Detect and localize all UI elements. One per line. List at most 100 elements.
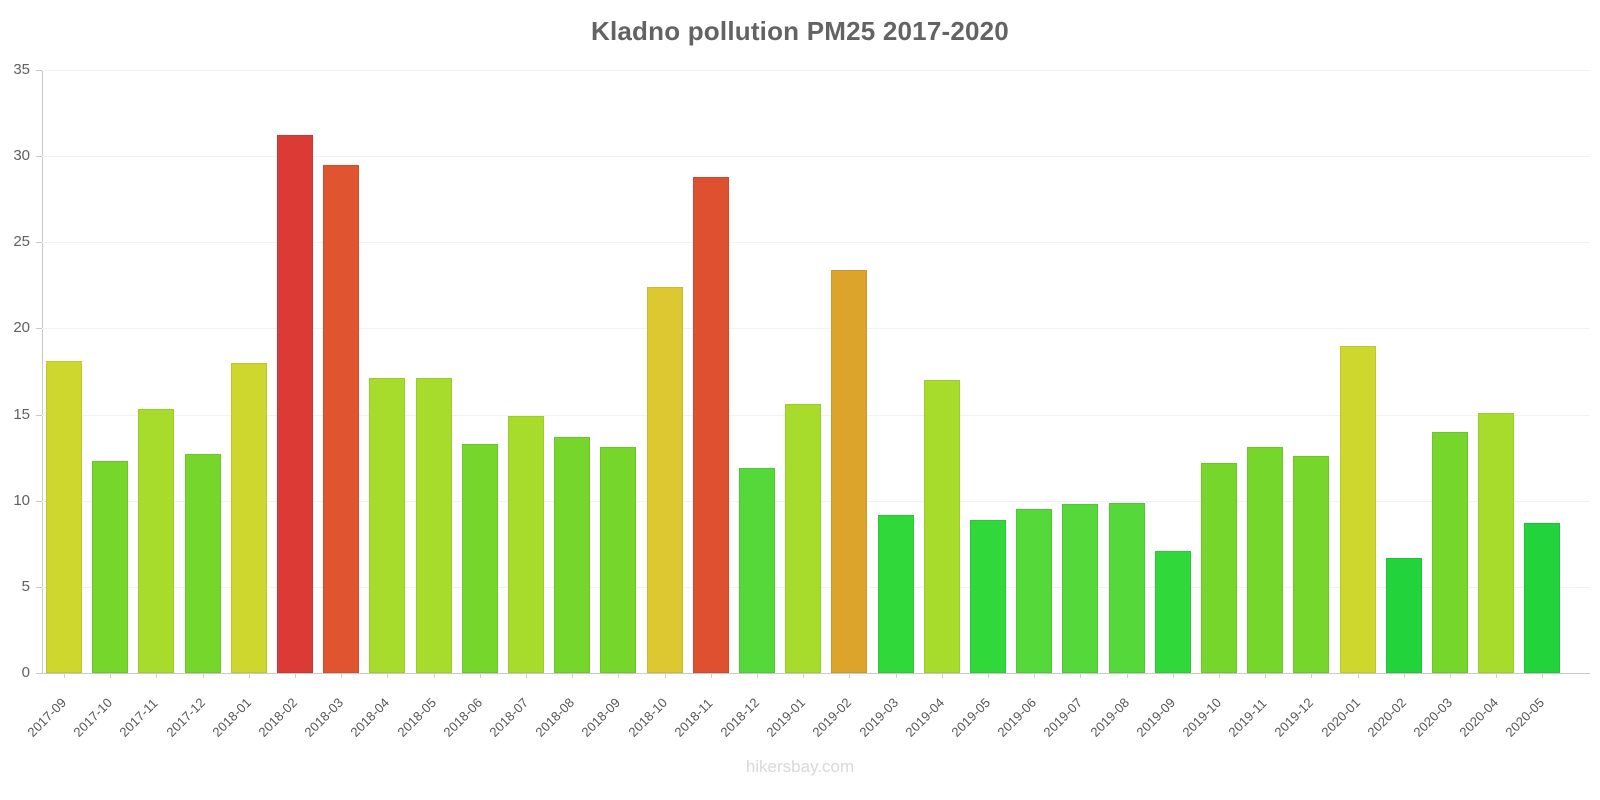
x-axis-tick-label: 2018-05 [393,694,439,740]
x-axis-tick-label: 2018-09 [578,694,624,740]
x-axis-tick-label: 2018-07 [486,694,532,740]
x-axis-tick-mark [618,673,620,678]
bar[interactable] [877,514,914,673]
x-axis-tick-mark [572,673,574,678]
gridline [42,70,1590,71]
bar[interactable] [92,461,129,673]
bar[interactable] [461,443,498,673]
x-axis-tick-mark [1542,673,1544,678]
x-axis-tick-mark [1496,673,1498,678]
bar[interactable] [184,454,221,673]
bar[interactable] [970,519,1006,673]
y-axis-tick-label: 30 [13,147,30,165]
x-axis-tick-mark [1357,673,1359,678]
y-axis-tick-mark [36,70,42,71]
x-axis-tick-label: 2020-01 [1317,694,1363,740]
bar[interactable] [1293,455,1330,673]
bar[interactable] [739,467,775,673]
x-axis-tick-label: 2019-11 [1225,695,1270,740]
bar[interactable] [277,135,313,673]
x-axis-tick-label: 2020-05 [1502,694,1548,740]
chart-title: Kladno pollution PM25 2017-2020 [591,16,1009,46]
y-axis-tick-label: 5 [21,577,30,595]
y-axis-tick-mark [36,414,42,416]
x-axis-tick-mark [387,673,389,678]
x-axis-tick-mark [1034,673,1036,678]
x-axis-tick-mark [664,673,666,678]
x-axis-tick-mark [1126,673,1128,678]
bar[interactable] [1062,504,1099,673]
bar[interactable] [46,361,82,673]
x-axis-tick-mark [1265,673,1267,678]
x-axis-tick-mark [1219,673,1220,678]
x-axis-tick-mark [110,673,112,678]
x-axis-tick-mark [295,673,296,678]
x-axis-tick-label: 2019-07 [1040,694,1086,740]
bar[interactable] [415,378,452,673]
bar[interactable] [1478,412,1515,673]
x-axis-tick-label: 2018-12 [717,694,763,740]
x-axis-tick-mark [757,673,758,678]
x-axis-tick-label: 2018-06 [440,694,486,740]
x-axis-tick-mark [433,673,435,678]
gridline [42,242,1590,244]
bar[interactable] [554,436,591,673]
x-axis-tick-label: 2020-03 [1410,694,1456,740]
bar[interactable] [369,378,406,673]
bar[interactable] [692,176,729,673]
x-axis-tick-label: 2017-11 [116,695,161,740]
bar[interactable] [923,380,960,673]
x-axis-tick-label: 2019-05 [948,694,994,740]
x-axis-tick-mark [341,673,343,678]
x-axis-tick-label: 2019-06 [994,694,1040,740]
bar[interactable] [1385,557,1422,673]
x-axis-tick-label: 2019-09 [1133,694,1179,740]
bar[interactable] [508,416,544,673]
bar[interactable] [1247,447,1284,673]
y-axis-tick-label: 0 [21,664,30,681]
x-axis-tick-mark [64,673,65,678]
x-axis-tick-label: 2018-11 [671,695,716,740]
x-axis-tick-mark [988,673,989,678]
bar[interactable] [1154,550,1191,673]
y-axis-tick-label: 35 [13,61,30,78]
bar[interactable] [323,164,360,673]
bar[interactable] [1108,503,1145,673]
bar[interactable] [230,362,267,673]
x-axis-tick-mark [710,673,712,678]
x-axis-tick-label: 2019-03 [855,694,901,740]
x-axis-tick-mark [202,673,204,678]
x-axis-tick-label: 2019-02 [809,694,855,740]
x-axis-tick-mark [479,673,481,678]
bar[interactable] [646,287,683,673]
y-axis-line [42,70,43,674]
y-axis-tick-mark [36,156,42,158]
x-axis-tick-label: 2019-04 [902,694,948,740]
x-axis-tick-label: 2020-02 [1364,694,1410,740]
bar[interactable] [600,447,637,673]
bar[interactable] [1201,462,1237,673]
y-axis-tick-mark [36,586,42,588]
bar[interactable] [1339,345,1376,673]
footer-credit: hikersbay.com [745,757,855,776]
bar[interactable] [1524,523,1561,673]
x-axis-tick-mark [248,673,250,678]
bar[interactable] [785,404,822,673]
x-axis-tick-label: 2019-08 [1086,694,1132,740]
x-axis-tick-label: 2017-12 [162,694,208,740]
x-axis-tick-label: 2019-12 [1271,694,1317,740]
x-axis-tick-label: 2018-01 [209,694,255,740]
x-axis-tick-label: 2018-04 [347,694,393,740]
x-axis-tick-mark [849,673,851,678]
x-axis-tick-mark [526,673,527,678]
x-axis-line [42,673,1590,674]
bar[interactable] [831,269,868,673]
x-axis-tick-mark [1311,673,1313,678]
x-axis-tick-mark [1172,673,1174,678]
x-axis-tick-mark [1450,673,1451,678]
bar[interactable] [138,409,175,673]
bar[interactable] [1016,509,1053,673]
x-axis-tick-label: 2019-10 [1179,694,1225,740]
bar[interactable] [1432,431,1468,673]
